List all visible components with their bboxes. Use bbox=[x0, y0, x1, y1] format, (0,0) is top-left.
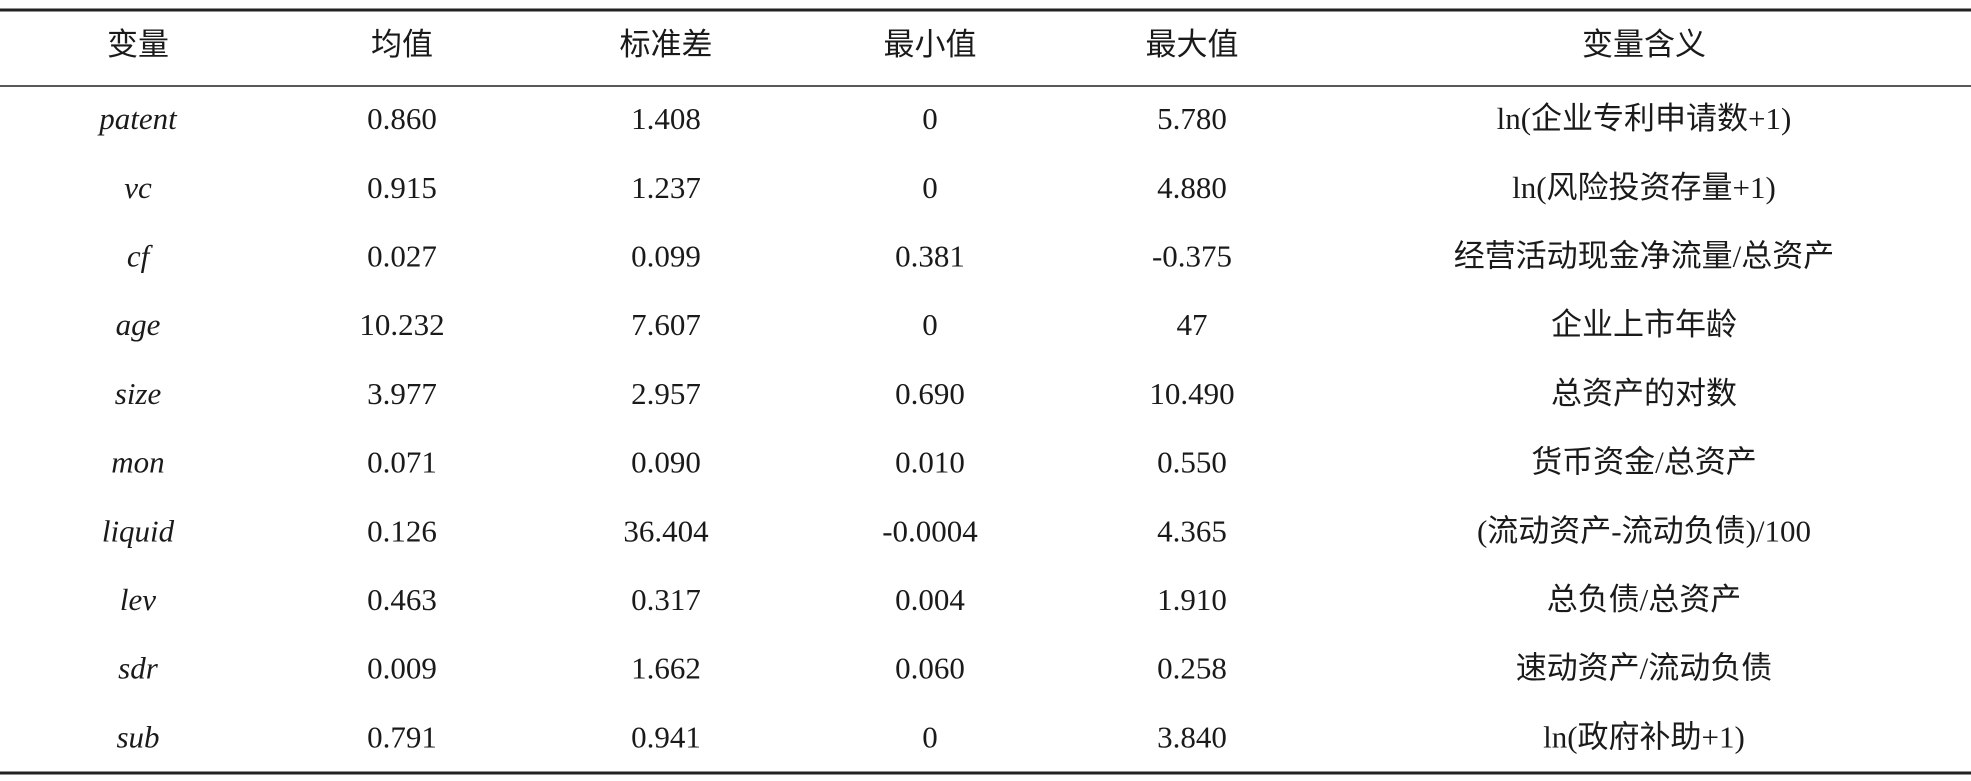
cell: 总负债/总资产 bbox=[1547, 582, 1742, 617]
cell: 货币资金/总资产 bbox=[1531, 445, 1757, 480]
cell: 0.004 bbox=[895, 582, 965, 617]
cell: 2.957 bbox=[631, 376, 701, 411]
header-cell: 标准差 bbox=[620, 27, 713, 62]
cell: -0.375 bbox=[1152, 239, 1232, 274]
cell: 0.090 bbox=[631, 445, 701, 480]
cell: 3.977 bbox=[367, 376, 437, 411]
cell: 0.071 bbox=[367, 445, 437, 480]
cell: 36.404 bbox=[623, 513, 709, 548]
cell: 0.915 bbox=[367, 170, 437, 205]
cell: 4.365 bbox=[1157, 513, 1227, 548]
cell: ln(风险投资存量+1) bbox=[1512, 170, 1776, 205]
cell: 0.126 bbox=[367, 513, 437, 548]
cell: 0.009 bbox=[367, 651, 437, 686]
cell: 10.490 bbox=[1149, 376, 1234, 411]
cell: ln(企业专利申请数+1) bbox=[1497, 101, 1792, 136]
variable-name: liquid bbox=[102, 513, 175, 548]
cell: 0.941 bbox=[631, 719, 701, 754]
variable-name: cf bbox=[127, 239, 154, 274]
cell: -0.0004 bbox=[882, 513, 978, 548]
variable-name: size bbox=[115, 376, 162, 411]
cell: 1.910 bbox=[1157, 582, 1227, 617]
cell: ln(政府补助+1) bbox=[1543, 719, 1745, 754]
cell: 1.662 bbox=[631, 651, 701, 686]
cell: 5.780 bbox=[1157, 101, 1227, 136]
cell: 0.060 bbox=[895, 651, 965, 686]
cell: 1.237 bbox=[631, 170, 701, 205]
cell: 1.408 bbox=[631, 101, 701, 136]
variable-name: sub bbox=[116, 719, 159, 754]
cell: 总资产的对数 bbox=[1551, 376, 1737, 411]
cell: 0.317 bbox=[631, 582, 701, 617]
cell: 0.381 bbox=[895, 239, 965, 274]
variable-name: age bbox=[116, 307, 161, 342]
cell: 速动资产/流动负债 bbox=[1516, 651, 1773, 686]
cell: 0.010 bbox=[895, 445, 965, 480]
cell: 4.880 bbox=[1157, 170, 1227, 205]
cell: 0 bbox=[922, 719, 938, 754]
variable-name: lev bbox=[120, 582, 156, 617]
variable-name: mon bbox=[111, 445, 164, 480]
cell: 3.840 bbox=[1157, 719, 1227, 754]
cell: 0 bbox=[922, 170, 938, 205]
cell: 0 bbox=[922, 307, 938, 342]
variable-name: sdr bbox=[118, 651, 159, 686]
cell: 0.099 bbox=[631, 239, 701, 274]
cell: 0.690 bbox=[895, 376, 965, 411]
cell: 0.258 bbox=[1157, 651, 1227, 686]
cell: 0.791 bbox=[367, 719, 437, 754]
cell: 0.463 bbox=[367, 582, 437, 617]
header-cell: 变量含义 bbox=[1582, 27, 1706, 62]
header-cell: 最小值 bbox=[884, 27, 977, 62]
cell: 0.027 bbox=[367, 239, 437, 274]
variable-name: vc bbox=[124, 170, 152, 205]
cell: 47 bbox=[1177, 307, 1208, 342]
cell: 0 bbox=[922, 101, 938, 136]
cell: 经营活动现金净流量/总资产 bbox=[1454, 239, 1835, 274]
cell: 0.550 bbox=[1157, 445, 1227, 480]
header-cell: 最大值 bbox=[1146, 27, 1239, 62]
cell: 0.860 bbox=[367, 101, 437, 136]
variable-name: patent bbox=[97, 101, 178, 136]
cell: (流动资产-流动负债)/100 bbox=[1477, 513, 1811, 548]
cell: 10.232 bbox=[359, 307, 444, 342]
cell: 企业上市年龄 bbox=[1551, 307, 1737, 342]
cell: 7.607 bbox=[631, 307, 701, 342]
header-cell: 变量 bbox=[107, 27, 169, 62]
header-cell: 均值 bbox=[371, 27, 433, 62]
